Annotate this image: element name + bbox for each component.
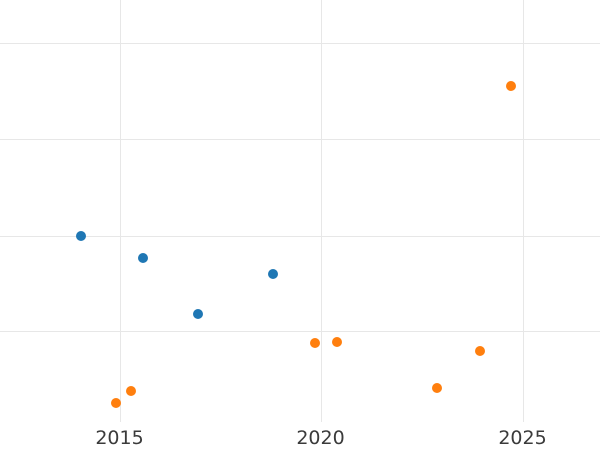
vertical-gridline (320, 0, 322, 422)
x-tick-label: 2025 (498, 427, 547, 449)
orange-series-point (125, 386, 136, 396)
orange-series-point (474, 345, 485, 356)
orange-series-point (432, 382, 442, 393)
horizontal-gridline (0, 235, 600, 237)
blue-series-point (75, 230, 86, 241)
vertical-gridline (119, 0, 121, 422)
orange-series-point (331, 337, 342, 348)
blue-series-point (138, 252, 149, 263)
horizontal-gridline (0, 331, 600, 332)
horizontal-gridline (0, 42, 600, 44)
blue-series-point (268, 269, 279, 279)
orange-series-point (110, 397, 121, 408)
x-tick-label: 2015 (95, 427, 144, 449)
orange-series-point (309, 338, 320, 349)
orange-series-point (506, 80, 517, 91)
blue-series-point (193, 309, 204, 319)
horizontal-gridline (0, 139, 600, 140)
vertical-gridline (522, 0, 524, 422)
x-tick-label: 2020 (296, 427, 345, 449)
